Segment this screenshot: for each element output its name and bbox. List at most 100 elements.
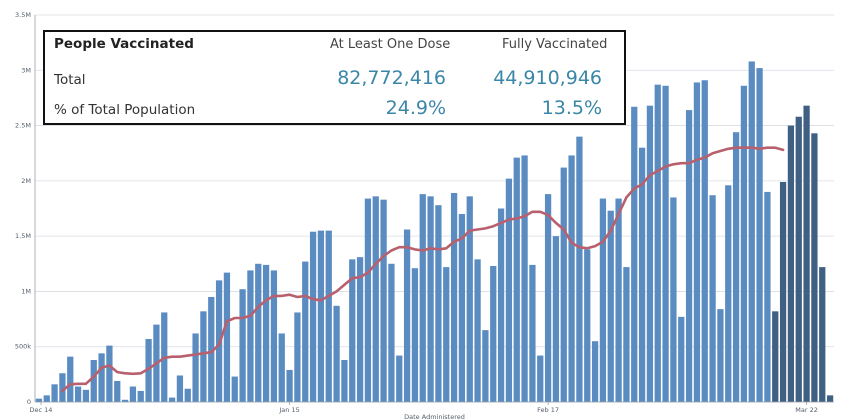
fully-vaccinated-header: Fully Vaccinated — [502, 37, 608, 52]
daily-doses-bar — [772, 311, 779, 402]
percent-one-dose-value: 24.9% — [385, 97, 446, 119]
daily-doses-bar — [482, 330, 489, 402]
people-vaccinated-summary: People Vaccinated At Least One Dose Full… — [43, 30, 626, 125]
daily-doses-bar — [341, 359, 348, 402]
daily-doses-bar — [98, 353, 105, 402]
daily-doses-bar — [67, 356, 74, 402]
daily-doses-bar — [388, 263, 395, 402]
daily-doses-bar — [756, 68, 763, 403]
x-tick-label: Feb 17 — [537, 406, 559, 414]
daily-doses-bar — [490, 265, 497, 402]
at-least-one-dose-header: At Least One Dose — [330, 37, 451, 52]
total-label: Total — [54, 72, 86, 88]
seven-day-average-line — [61, 146, 785, 393]
daily-doses-bar — [803, 105, 810, 402]
daily-doses-bar — [740, 85, 748, 402]
daily-doses-bar — [795, 116, 802, 403]
daily-doses-bar — [811, 133, 818, 402]
daily-doses-bar — [106, 345, 113, 402]
daily-doses-bar — [184, 388, 191, 402]
daily-doses-bar — [35, 398, 43, 402]
daily-doses-bar — [576, 136, 583, 402]
daily-doses-bar — [787, 125, 795, 403]
daily-doses-bar — [168, 397, 176, 402]
x-axis-title: Date Administered — [404, 413, 465, 420]
daily-doses-bar — [239, 289, 246, 402]
daily-doses-bar — [286, 369, 293, 402]
daily-doses-bar — [701, 80, 708, 402]
daily-doses-bar — [529, 264, 536, 402]
daily-doses-bar — [145, 338, 152, 402]
y-tick-label: 2M — [21, 177, 31, 185]
x-tick-label: Mar 22 — [795, 406, 818, 414]
daily-doses-bar — [419, 194, 426, 402]
daily-doses-bar — [309, 231, 317, 402]
daily-doses-bar — [670, 197, 677, 402]
daily-doses-bar — [247, 270, 254, 402]
daily-doses-bar — [779, 181, 787, 402]
daily-doses-bar — [74, 386, 82, 402]
daily-doses-bar — [176, 375, 184, 402]
daily-doses-bar — [505, 178, 513, 402]
daily-doses-bar — [278, 333, 285, 402]
y-tick-label: 2.5M — [15, 122, 31, 130]
daily-doses-bar — [497, 208, 505, 402]
daily-doses-bar — [231, 376, 238, 402]
daily-doses-bar — [732, 132, 740, 402]
daily-doses-bar — [43, 395, 50, 402]
y-tick-label: 1M — [21, 287, 31, 295]
daily-doses-bar — [356, 257, 364, 402]
daily-doses-bar — [208, 296, 215, 402]
daily-doses-bar — [255, 263, 262, 402]
daily-doses-bar — [568, 155, 575, 402]
daily-doses-bar — [638, 147, 646, 402]
daily-doses-bar — [192, 333, 199, 402]
x-tick-label: Jan 15 — [278, 406, 299, 414]
daily-doses-bar — [537, 355, 544, 402]
daily-doses-bar — [646, 105, 654, 402]
y-tick-label: 1.5M — [15, 232, 31, 240]
daily-doses-bar — [59, 373, 66, 402]
daily-doses-bar — [411, 268, 419, 402]
summary-title: People Vaccinated — [54, 36, 194, 52]
daily-doses-bar — [435, 205, 442, 402]
seven-day-average-series — [61, 146, 785, 393]
daily-doses-bar — [129, 386, 137, 402]
daily-doses-bar — [349, 259, 356, 402]
daily-doses-bar — [396, 355, 403, 402]
daily-doses-bar — [427, 196, 434, 402]
total-fully-vaccinated-value: 44,910,946 — [493, 67, 602, 89]
daily-doses-bar — [270, 270, 278, 402]
daily-doses-bar — [223, 272, 231, 402]
daily-doses-bar — [200, 311, 207, 402]
daily-doses-bar — [560, 167, 567, 402]
daily-doses-bar — [90, 359, 97, 402]
x-tick-label: Dec 14 — [30, 406, 53, 414]
y-tick-label: 0 — [27, 398, 31, 406]
daily-doses-bar — [121, 399, 129, 402]
daily-doses-bar — [450, 193, 458, 402]
y-tick-label: 500k — [15, 343, 31, 351]
daily-doses-bar — [819, 267, 826, 402]
daily-doses-bar — [631, 106, 638, 402]
daily-doses-bar — [317, 230, 325, 402]
daily-doses-bar — [725, 185, 732, 402]
daily-doses-bars — [35, 61, 834, 403]
daily-doses-bar — [403, 229, 411, 402]
daily-doses-bar — [623, 267, 630, 402]
daily-doses-bar — [51, 384, 58, 402]
daily-doses-bar — [685, 110, 693, 402]
daily-doses-bar — [764, 191, 771, 402]
daily-doses-bar — [325, 230, 332, 402]
daily-doses-bar — [552, 236, 560, 402]
daily-doses-bar — [302, 261, 309, 402]
daily-doses-bar — [262, 264, 270, 402]
daily-doses-bar — [654, 84, 661, 402]
y-tick-label: 3M — [21, 66, 31, 74]
daily-doses-bar — [443, 267, 450, 402]
daily-doses-bar — [364, 198, 372, 402]
daily-doses-bar — [584, 249, 591, 402]
daily-doses-bar — [607, 210, 614, 402]
daily-doses-bar — [380, 199, 387, 402]
